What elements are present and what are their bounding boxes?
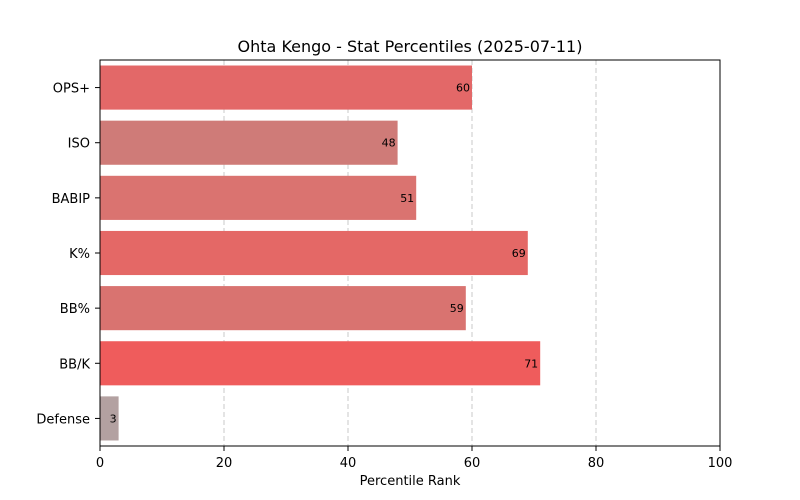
y-tick-label: ISO — [68, 137, 90, 152]
y-tick-label: BB/K — [59, 357, 90, 372]
x-tick-label: 100 — [708, 456, 733, 471]
x-axis: 0 20 40 60 80 100 — [96, 446, 733, 471]
data-label: 51 — [400, 192, 414, 205]
bars: 60 48 51 69 59 71 3 — [100, 65, 541, 441]
data-label: 3 — [110, 412, 117, 425]
bar — [100, 120, 398, 165]
bar — [100, 396, 119, 441]
bar — [100, 175, 417, 220]
y-tick-label: K% — [69, 247, 90, 262]
bar — [100, 286, 466, 331]
bar — [100, 230, 528, 276]
chart-title: Ohta Kengo - Stat Percentiles (2025-07-1… — [238, 37, 583, 56]
y-tick-label: OPS+ — [53, 82, 90, 97]
y-tick-label: BB% — [60, 302, 90, 317]
x-tick-label: 20 — [216, 456, 233, 471]
y-tick-label: BABIP — [52, 192, 91, 207]
x-tick-label: 40 — [340, 456, 357, 471]
data-label: 59 — [450, 302, 464, 315]
bar — [100, 341, 541, 386]
x-axis-title: Percentile Rank — [360, 474, 461, 489]
data-label: 60 — [456, 82, 470, 95]
data-label: 48 — [382, 137, 396, 150]
y-axis: OPS+ ISO BABIP K% BB% BB/K Defense — [36, 82, 100, 427]
bar — [100, 65, 472, 110]
x-tick-label: 60 — [464, 456, 481, 471]
y-tick-label: Defense — [36, 412, 90, 427]
data-label: 71 — [524, 357, 538, 370]
x-tick-label: 0 — [96, 456, 104, 471]
data-label: 69 — [512, 247, 526, 260]
x-tick-label: 80 — [588, 456, 605, 471]
